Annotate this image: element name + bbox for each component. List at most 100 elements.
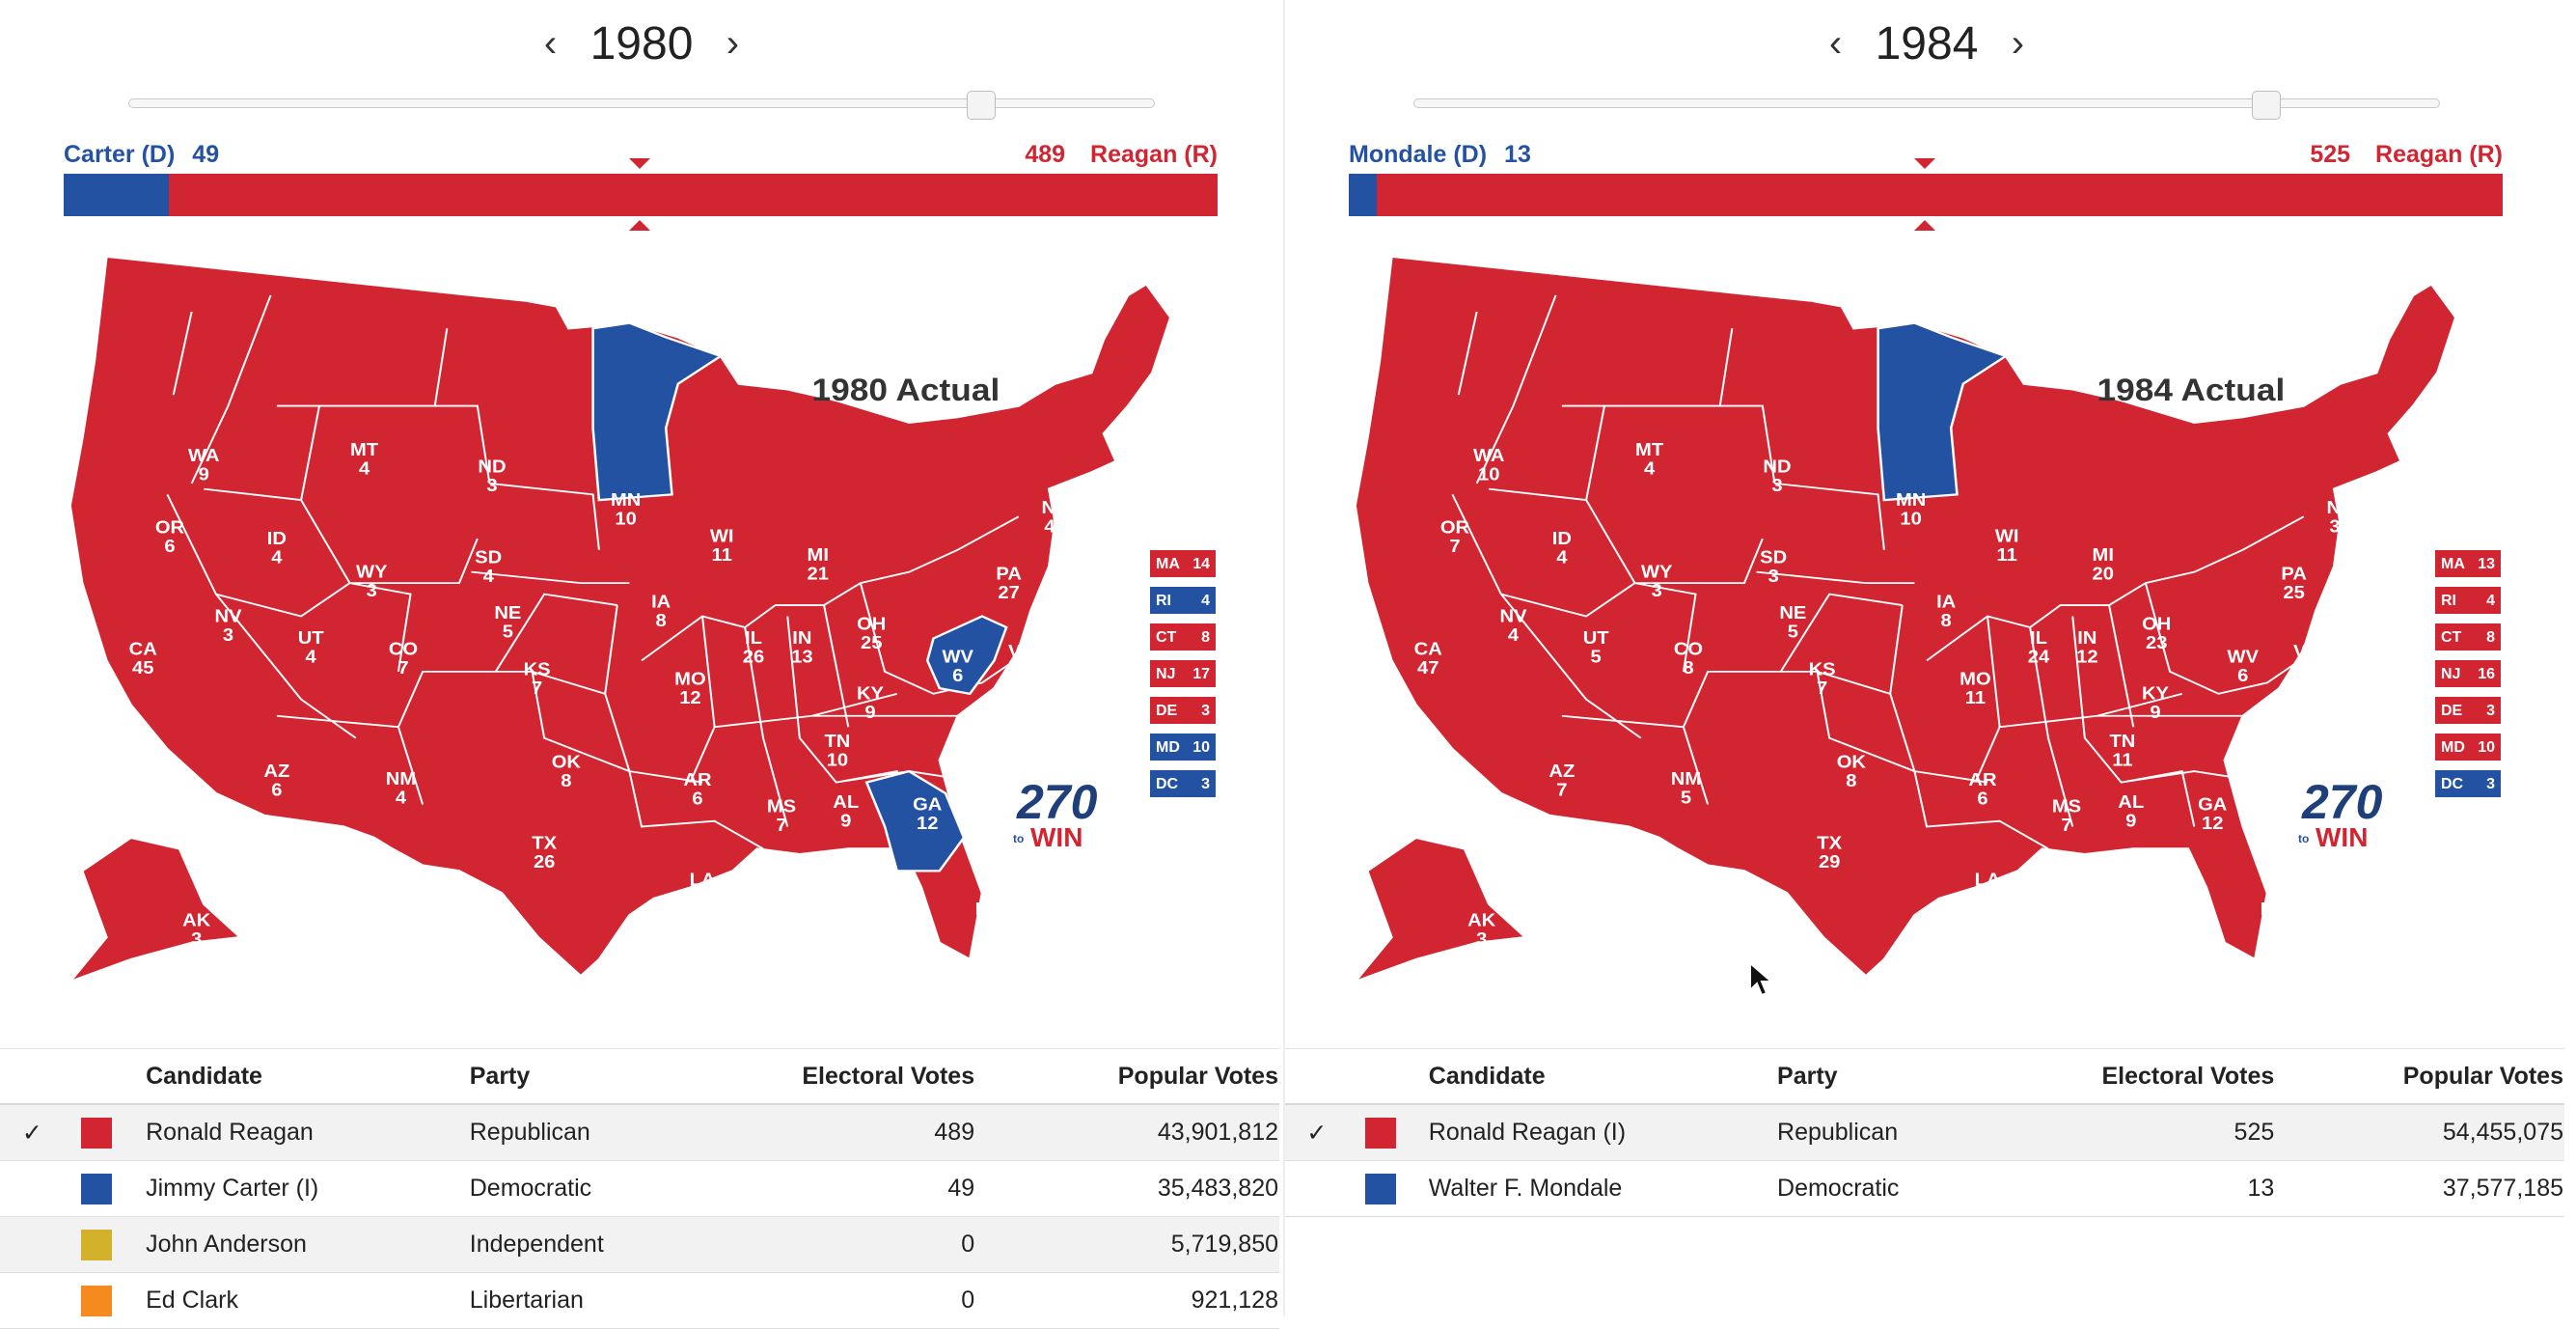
small-state-ct[interactable]: CT 8	[1148, 622, 1218, 652]
state-label-me[interactable]: ME 4	[2441, 431, 2470, 469]
table-row[interactable]: Walter F. Mondale Democratic 13 37,577,1…	[1285, 1160, 2564, 1217]
table-row[interactable]: ✓ Ronald Reagan Republican 489 43,901,81…	[0, 1104, 1279, 1161]
previous-year-button[interactable]: ‹	[1807, 22, 1865, 66]
state-label-ia[interactable]: IA 8	[1936, 593, 1956, 630]
small-state-md[interactable]: MD 10	[1148, 732, 1218, 762]
state-label-wi[interactable]: WI 11	[1995, 527, 2019, 565]
table-row[interactable]: Jimmy Carter (I) Democratic 49 35,483,82…	[0, 1160, 1279, 1217]
state-label-wy[interactable]: WY 3	[1641, 563, 1673, 600]
state-label-id[interactable]: ID 4	[267, 530, 287, 568]
small-state-ri[interactable]: RI 4	[1148, 585, 1218, 616]
state-label-tx[interactable]: TX 26	[532, 834, 557, 872]
state-label-mi[interactable]: MI 21	[808, 546, 830, 584]
state-label-mo[interactable]: MO 11	[1959, 670, 1990, 707]
state-label-nh[interactable]: NH 4	[1111, 482, 1139, 519]
slider-track[interactable]	[128, 98, 1155, 108]
small-state-ma[interactable]: MA 13	[2433, 548, 2503, 579]
next-year-button[interactable]: ›	[1988, 22, 2046, 66]
state-label-nc[interactable]: NC 13	[2302, 714, 2330, 752]
state-label-wa[interactable]: WA 10	[1473, 447, 1505, 485]
state-label-ar[interactable]: AR 6	[1968, 771, 1996, 809]
state-label-ar[interactable]: AR 6	[683, 771, 711, 809]
state-label-nm[interactable]: NM 4	[386, 770, 416, 808]
state-label-ak[interactable]: AK 3	[182, 911, 210, 949]
next-year-button[interactable]: ›	[703, 22, 761, 66]
state-label-sd[interactable]: SD 4	[475, 548, 502, 586]
state-label-in[interactable]: IN 12	[2076, 629, 2097, 667]
state-label-ks[interactable]: KS 7	[1809, 660, 1836, 698]
state-label-ia[interactable]: IA 8	[651, 593, 671, 630]
state-label-id[interactable]: ID 4	[1552, 530, 1572, 568]
table-row[interactable]: ✓ Ronald Reagan (I) Republican 525 54,45…	[1285, 1104, 2564, 1161]
previous-year-button[interactable]: ‹	[522, 22, 580, 66]
state-label-ut[interactable]: UT 5	[1583, 629, 1609, 667]
state-label-vt[interactable]: VT 3	[1090, 474, 1115, 512]
state-label-mi[interactable]: MI 20	[2093, 546, 2114, 584]
small-state-de[interactable]: DE 3	[1148, 695, 1218, 726]
state-ak[interactable]	[1351, 836, 1528, 984]
year-slider[interactable]	[1413, 91, 2440, 120]
state-label-ne[interactable]: NE 5	[1779, 604, 1806, 642]
state-wv-dem[interactable]	[925, 615, 1008, 696]
small-state-nj[interactable]: NJ 17	[1148, 658, 1218, 689]
state-label-sc[interactable]: SC 8	[969, 743, 996, 781]
state-label-nc[interactable]: NC 13	[1017, 714, 1045, 752]
state-mn-dem[interactable]	[1877, 321, 2009, 502]
state-label-ks[interactable]: KS 7	[524, 660, 551, 698]
state-label-mo[interactable]: MO 12	[674, 670, 705, 707]
state-label-ga[interactable]: GA 12	[913, 795, 942, 833]
state-label-ga[interactable]: GA 12	[2198, 795, 2227, 833]
state-label-in[interactable]: IN 13	[791, 629, 813, 667]
state-label-wi[interactable]: WI 11	[710, 527, 734, 565]
state-label-pa[interactable]: PA 25	[2281, 565, 2307, 602]
state-label-fl[interactable]: FL 17	[975, 900, 1000, 938]
state-label-ok[interactable]: OK 8	[552, 753, 581, 790]
state-label-ms[interactable]: MS 7	[767, 797, 796, 835]
state-label-ky[interactable]: KY 9	[857, 684, 884, 722]
state-label-nm[interactable]: NM 5	[1671, 770, 1701, 808]
state-mn-dem[interactable]	[591, 321, 724, 502]
state-label-ut[interactable]: UT 4	[298, 629, 324, 667]
state-label-nv[interactable]: NV 4	[1499, 607, 1526, 645]
small-state-de[interactable]: DE 3	[2433, 695, 2503, 726]
state-label-or[interactable]: OR 6	[155, 518, 184, 556]
state-label-al[interactable]: AL 9	[2118, 793, 2144, 831]
slider-thumb[interactable]	[2252, 91, 2281, 120]
state-label-ny[interactable]: NY 36	[2327, 499, 2354, 537]
state-label-tn[interactable]: TN 11	[2109, 733, 2135, 770]
state-label-ms[interactable]: MS 7	[2052, 797, 2081, 835]
state-label-co[interactable]: CO 8	[1674, 640, 1703, 678]
state-label-la[interactable]: LA 10	[690, 871, 716, 908]
state-label-wv[interactable]: WV 6	[942, 648, 973, 685]
state-label-sc[interactable]: SC 8	[2254, 743, 2281, 781]
state-label-tn[interactable]: TN 10	[824, 733, 850, 770]
small-state-ma[interactable]: MA 14	[1148, 548, 1218, 579]
state-label-sd[interactable]: SD 3	[1760, 548, 1787, 586]
state-label-ne[interactable]: NE 5	[494, 604, 521, 642]
state-ga-dem[interactable]	[864, 769, 966, 872]
state-label-nd[interactable]: ND 3	[1763, 457, 1791, 495]
state-label-co[interactable]: CO 7	[389, 640, 418, 678]
state-label-mt[interactable]: MT 4	[1635, 441, 1663, 479]
slider-track[interactable]	[1413, 98, 2440, 108]
state-label-ny[interactable]: NY 41	[1042, 499, 1069, 537]
state-label-va[interactable]: VA 12	[2293, 643, 2319, 680]
state-label-ak[interactable]: AK 3	[1467, 911, 1495, 949]
state-label-tx[interactable]: TX 29	[1817, 834, 1842, 872]
small-state-dc[interactable]: DC 3	[2433, 768, 2503, 799]
state-label-ky[interactable]: KY 9	[2142, 684, 2169, 722]
state-label-az[interactable]: AZ 7	[1548, 762, 1575, 800]
state-label-oh[interactable]: OH 23	[2142, 615, 2171, 652]
state-label-la[interactable]: LA 10	[1975, 871, 2001, 908]
state-label-fl[interactable]: FL 21	[2261, 900, 2285, 938]
state-label-vt[interactable]: VT 3	[2375, 474, 2400, 512]
state-label-wy[interactable]: WY 3	[356, 563, 388, 600]
state-label-az[interactable]: AZ 6	[263, 762, 289, 800]
state-label-pa[interactable]: PA 27	[996, 565, 1022, 602]
state-label-mt[interactable]: MT 4	[350, 441, 378, 479]
small-state-md[interactable]: MD 10	[2433, 732, 2503, 762]
state-label-mn[interactable]: MN 10	[611, 491, 641, 529]
state-label-mn[interactable]: MN 10	[1896, 491, 1926, 529]
state-label-al[interactable]: AL 9	[833, 793, 859, 831]
state-label-ca[interactable]: CA 47	[1414, 640, 1442, 678]
